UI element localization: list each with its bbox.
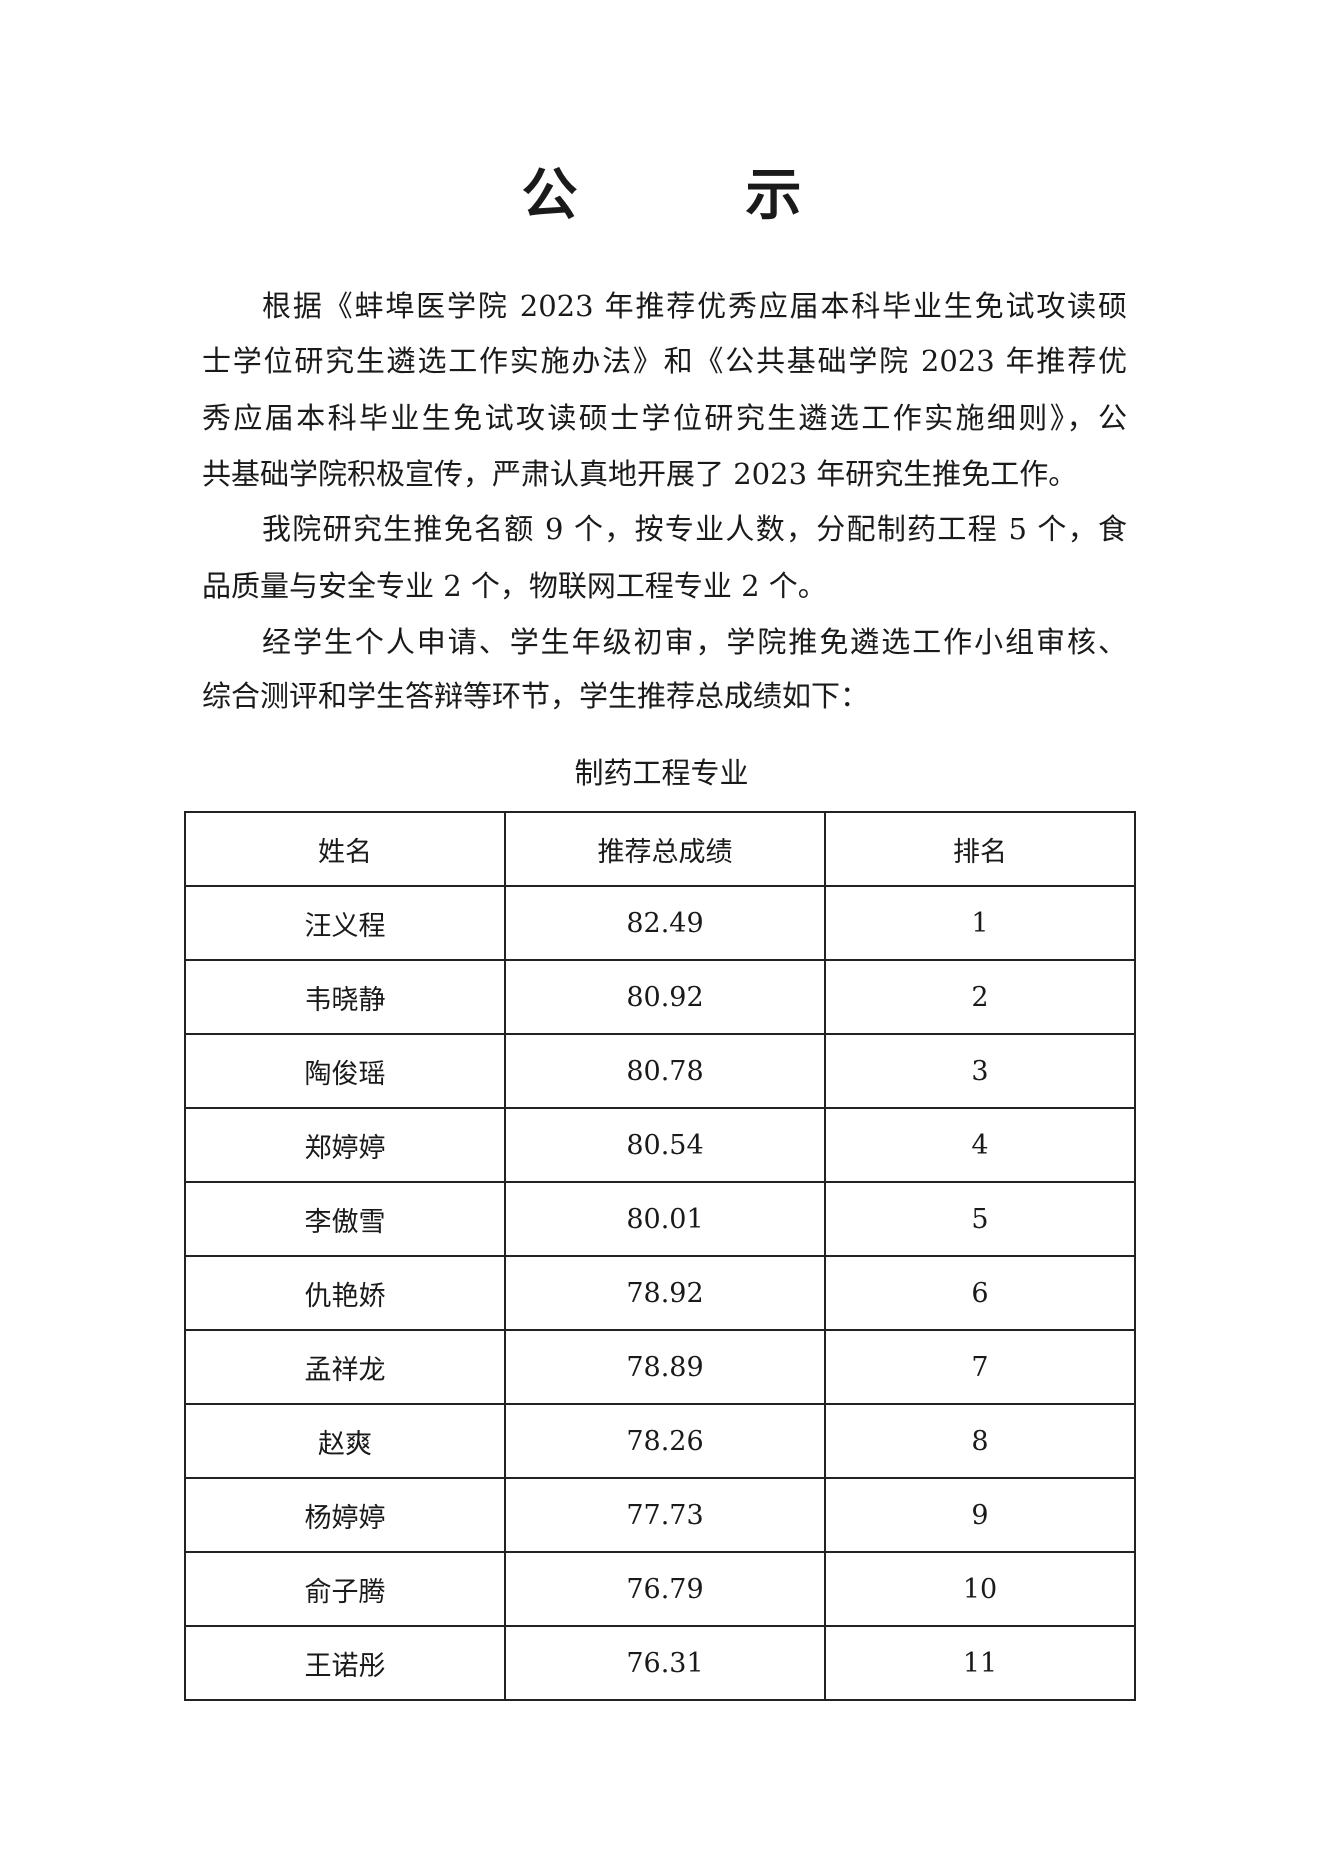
- score-cell: 77.73: [504, 1477, 826, 1553]
- rank-cell: 8: [824, 1403, 1136, 1479]
- paragraph-1-line: 士学位研究生遴选工作实施办法》和《公共基础学院 2023 年推荐优: [202, 344, 1127, 378]
- name-cell: 陶俊瑶: [184, 1033, 506, 1109]
- paragraph-1-line: 秀应届本科毕业生免试攻读硕士学位研究生遴选工作实施细则》，公: [202, 401, 1127, 435]
- paragraph-2-line: 品质量与安全专业 2 个，物联网工程专业 2 个。: [202, 569, 827, 603]
- table-row: 杨婷婷 77.73 9: [184, 1477, 1136, 1553]
- name-cell: 郑婷婷: [184, 1107, 506, 1183]
- header-rank: 排名: [824, 811, 1136, 887]
- rank-cell: 1: [824, 885, 1136, 961]
- table-row: 仇艳娇 78.92 6: [184, 1255, 1136, 1331]
- rank-cell: 6: [824, 1255, 1136, 1331]
- table-row: 李傲雪 80.01 5: [184, 1181, 1136, 1257]
- paragraph-1-line: 共基础学院积极宣传，严肃认真地开展了 2023 年研究生推免工作。: [202, 457, 1078, 491]
- name-cell: 李傲雪: [184, 1181, 506, 1257]
- name-cell: 赵爽: [184, 1403, 506, 1479]
- name-cell: 俞子腾: [184, 1551, 506, 1627]
- name-cell: 汪义程: [184, 885, 506, 961]
- score-cell: 82.49: [504, 885, 826, 961]
- rank-cell: 5: [824, 1181, 1136, 1257]
- table-row: 陶俊瑶 80.78 3: [184, 1033, 1136, 1109]
- name-cell: 孟祥龙: [184, 1329, 506, 1405]
- score-cell: 80.54: [504, 1107, 826, 1183]
- table-row: 郑婷婷 80.54 4: [184, 1107, 1136, 1183]
- table-row: 韦晓静 80.92 2: [184, 959, 1136, 1035]
- rank-cell: 4: [824, 1107, 1136, 1183]
- header-score: 推荐总成绩: [504, 811, 826, 887]
- paragraph-3-line: 经学生个人申请、学生年级初审，学院推免遴选工作小组审核、: [262, 625, 1127, 659]
- rank-cell: 7: [824, 1329, 1136, 1405]
- rank-cell: 10: [824, 1551, 1136, 1627]
- rank-cell: 9: [824, 1477, 1136, 1553]
- table-row: 王诺彤 76.31 11: [184, 1625, 1136, 1701]
- rank-cell: 3: [824, 1033, 1136, 1109]
- score-cell: 80.01: [504, 1181, 826, 1257]
- name-cell: 韦晓静: [184, 959, 506, 1035]
- score-cell: 80.92: [504, 959, 826, 1035]
- score-cell: 78.89: [504, 1329, 826, 1405]
- score-cell: 76.79: [504, 1551, 826, 1627]
- paragraph-1-line: 根据《蚌埠医学院 2023 年推荐优秀应届本科毕业生免试攻读硕: [262, 289, 1127, 323]
- score-cell: 78.26: [504, 1403, 826, 1479]
- table-row: 汪义程 82.49 1: [184, 885, 1136, 961]
- table-caption: 制药工程专业: [574, 756, 749, 790]
- score-cell: 80.78: [504, 1033, 826, 1109]
- table-row: 孟祥龙 78.89 7: [184, 1329, 1136, 1405]
- score-cell: 78.92: [504, 1255, 826, 1331]
- page-title: 公 示: [521, 163, 858, 228]
- paragraph-2-line: 我院研究生推免名额 9 个，按专业人数，分配制药工程 5 个，食: [262, 512, 1127, 546]
- rank-cell: 11: [824, 1625, 1136, 1701]
- score-table: 姓名 推荐总成绩 排名 汪义程 82.49 1 韦晓静 80.92 2 陶俊瑶 80.78 3 郑…: [184, 811, 1136, 1701]
- name-cell: 王诺彤: [184, 1625, 506, 1701]
- rank-cell: 2: [824, 959, 1136, 1035]
- table-row: 赵爽 78.26 8: [184, 1403, 1136, 1479]
- table-header-row: 姓名 推荐总成绩 排名: [184, 811, 1136, 887]
- table-row: 俞子腾 76.79 10: [184, 1551, 1136, 1627]
- name-cell: 杨婷婷: [184, 1477, 506, 1553]
- name-cell: 仇艳娇: [184, 1255, 506, 1331]
- header-name: 姓名: [184, 811, 506, 887]
- score-cell: 76.31: [504, 1625, 826, 1701]
- paragraph-3-line: 综合测评和学生答辩等环节，学生推荐总成绩如下：: [202, 679, 870, 713]
